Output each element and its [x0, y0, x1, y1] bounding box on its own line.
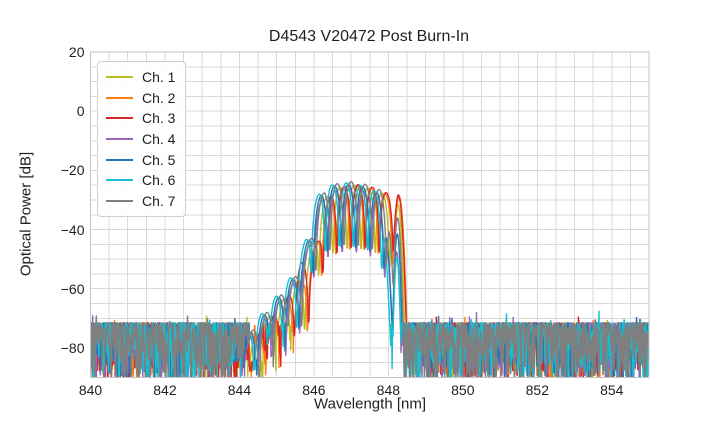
y-tick--80: −80	[60, 339, 85, 356]
axes-frame	[90, 51, 650, 378]
legend-entry: Ch. 7	[106, 191, 175, 212]
legend: Ch. 1 Ch. 2 Ch. 3 Ch. 4 Ch. 5 Ch. 6 Ch. …	[97, 61, 187, 218]
legend-line-swatch	[106, 138, 133, 141]
legend-entry: Ch. 4	[106, 129, 175, 150]
y-axis-label: Optical Power [dB]	[17, 151, 35, 277]
legend-entry-label: Ch. 6	[142, 172, 176, 189]
y-tick-0: 0	[76, 103, 85, 120]
legend-entry: Ch. 2	[106, 88, 175, 109]
legend-line-swatch	[106, 96, 133, 99]
legend-line-swatch	[106, 117, 133, 120]
y-tick--20: −20	[60, 162, 85, 179]
legend-entry: Ch. 1	[106, 67, 175, 88]
legend-entry: Ch. 5	[106, 149, 175, 170]
legend-entry: Ch. 3	[106, 108, 175, 129]
x-tick-844: 844	[227, 382, 252, 398]
x-tick-848: 848	[376, 382, 401, 398]
legend-line-swatch	[106, 199, 133, 202]
x-tick-852: 852	[525, 382, 549, 398]
series-ch-7	[90, 180, 649, 378]
legend-entry-label: Ch. 1	[142, 69, 176, 86]
y-tick--40: −40	[60, 221, 85, 238]
legend-entry-label: Ch. 7	[142, 192, 176, 209]
legend-line-swatch	[106, 76, 133, 79]
x-tick-846: 846	[302, 382, 326, 398]
x-tick-840: 840	[78, 382, 103, 398]
legend-entry-label: Ch. 3	[142, 110, 176, 127]
y-tick--60: −60	[60, 280, 85, 297]
legend-entry-label: Ch. 2	[142, 89, 176, 106]
chart-title: D4543 V20472 Post Burn-In	[268, 28, 470, 45]
x-tick-850: 850	[451, 382, 475, 398]
legend-line-swatch	[106, 179, 133, 182]
series-lines	[90, 180, 649, 378]
legend-entry: Ch. 6	[106, 170, 175, 191]
x-tick-854: 854	[600, 382, 624, 398]
x-axis-label: Wavelength [nm]	[314, 395, 426, 413]
legend-entry-label: Ch. 5	[142, 151, 176, 168]
y-tick-20: 20	[68, 44, 85, 60]
legend-entry-label: Ch. 4	[142, 131, 176, 148]
legend-line-swatch	[106, 158, 133, 161]
x-tick-842: 842	[153, 382, 177, 398]
